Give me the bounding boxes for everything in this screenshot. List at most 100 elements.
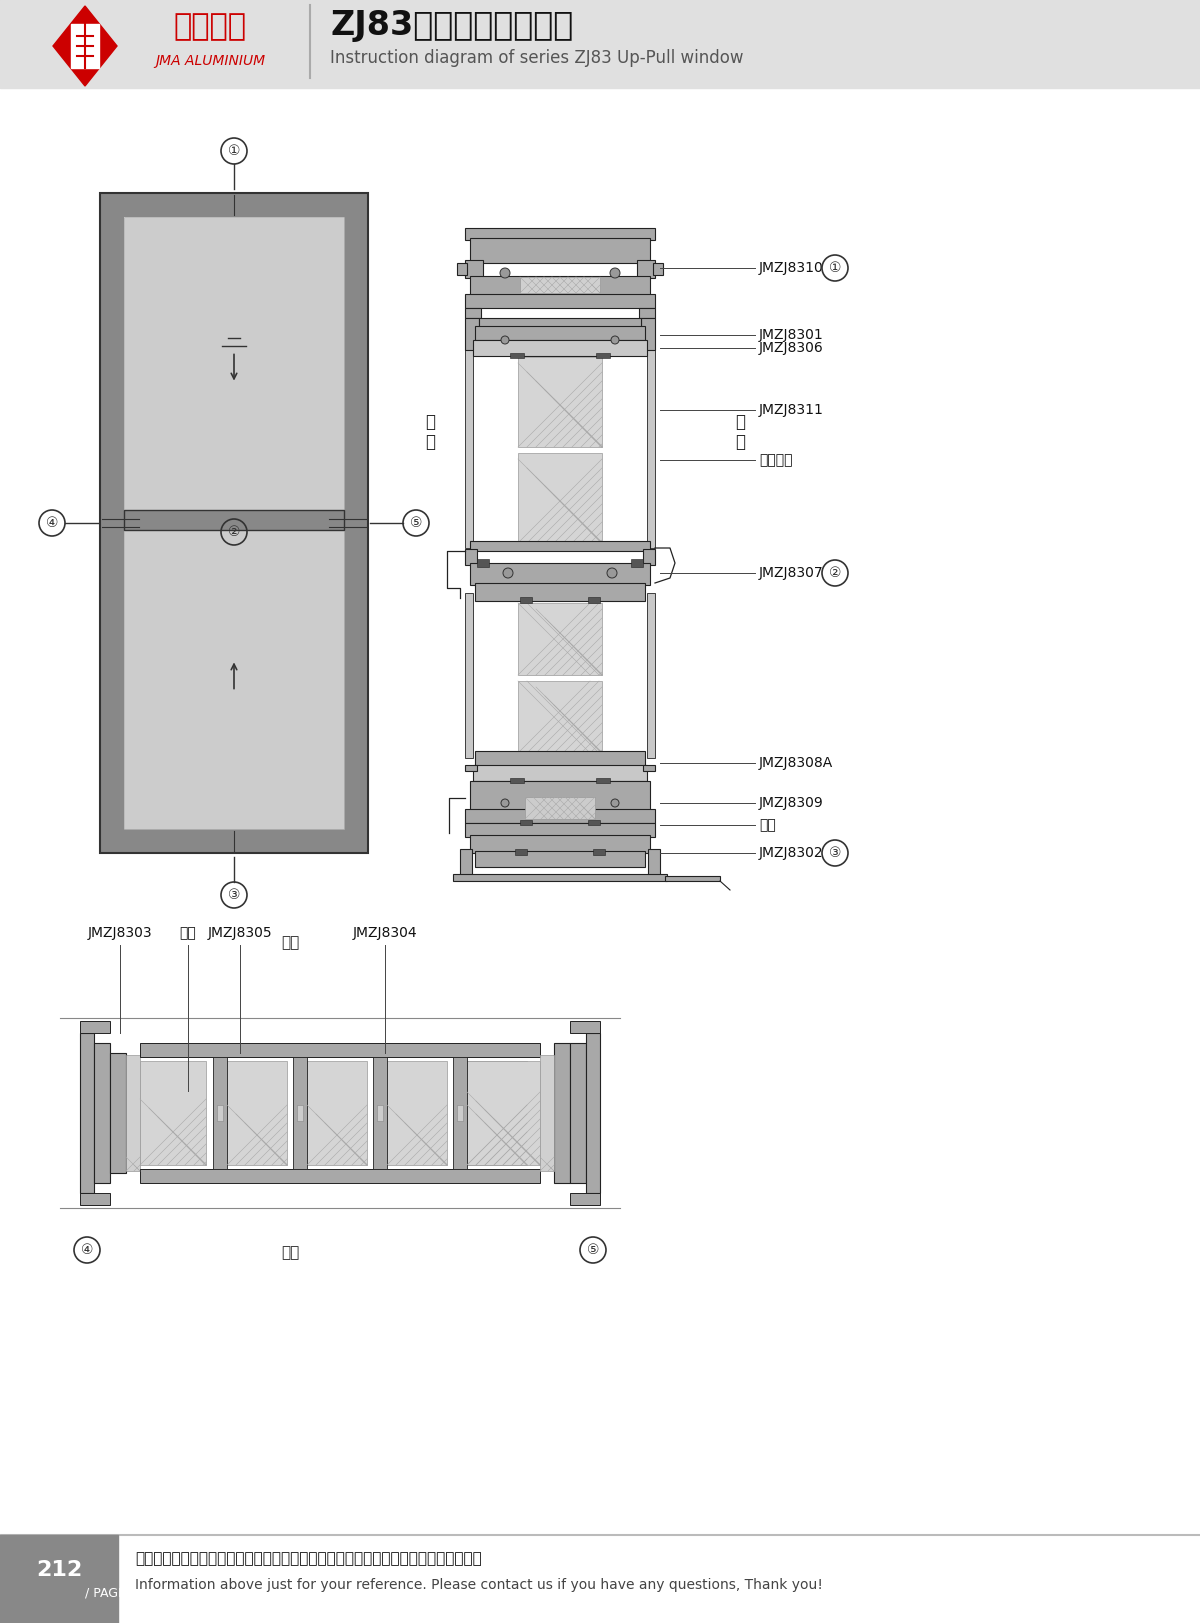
Bar xyxy=(586,1032,600,1193)
Bar xyxy=(0,19,1200,23)
Bar xyxy=(0,67,1200,70)
Text: ①: ① xyxy=(829,261,841,274)
Text: JMZJ8310: JMZJ8310 xyxy=(760,261,823,274)
Text: JMZJ8307: JMZJ8307 xyxy=(760,566,823,579)
Bar xyxy=(0,49,1200,52)
Text: 室
外: 室 外 xyxy=(734,412,745,451)
Bar xyxy=(293,1057,307,1169)
Text: JMZJ8303: JMZJ8303 xyxy=(88,927,152,940)
Bar xyxy=(0,58,1200,62)
Bar xyxy=(665,876,720,881)
Text: JMZJ8309: JMZJ8309 xyxy=(760,795,823,810)
Bar xyxy=(588,597,600,604)
Bar xyxy=(0,16,1200,19)
Bar xyxy=(596,352,610,359)
Bar xyxy=(0,42,1200,45)
Bar xyxy=(467,1061,540,1165)
Bar xyxy=(454,875,667,881)
Text: JMA ALUMINIUM: JMA ALUMINIUM xyxy=(155,54,265,68)
Circle shape xyxy=(503,568,514,578)
Bar xyxy=(479,318,641,328)
Text: Instruction diagram of series ZJ83 Up-Pull window: Instruction diagram of series ZJ83 Up-Pu… xyxy=(330,49,744,67)
Bar xyxy=(0,88,1200,1535)
Bar xyxy=(518,604,602,675)
Bar xyxy=(0,31,1200,34)
Bar xyxy=(478,558,490,566)
Bar xyxy=(518,357,602,446)
Text: ①: ① xyxy=(228,144,240,157)
Bar xyxy=(0,84,1200,88)
Bar xyxy=(460,849,472,876)
Text: 212: 212 xyxy=(36,1560,82,1581)
Bar xyxy=(520,278,600,294)
Bar xyxy=(0,55,1200,58)
Text: JMZJ8305: JMZJ8305 xyxy=(208,927,272,940)
Bar xyxy=(0,83,1200,84)
Bar xyxy=(140,1061,206,1165)
Bar xyxy=(0,23,1200,24)
Bar xyxy=(475,751,646,768)
Bar xyxy=(470,276,650,295)
Text: 室外: 室外 xyxy=(281,1245,299,1261)
Text: ②: ② xyxy=(228,524,240,539)
Bar xyxy=(457,263,467,274)
Bar xyxy=(0,10,1200,13)
Bar xyxy=(466,823,655,837)
Bar xyxy=(0,41,1200,42)
Bar xyxy=(0,1535,1200,1623)
Bar xyxy=(80,1021,110,1032)
Bar xyxy=(140,1169,540,1183)
Text: ③: ③ xyxy=(829,846,841,860)
Bar xyxy=(0,28,1200,31)
Bar xyxy=(520,597,532,604)
Bar xyxy=(515,849,527,855)
Bar xyxy=(466,341,473,549)
Text: 胶盖: 胶盖 xyxy=(180,927,197,940)
Bar xyxy=(100,193,368,854)
Bar xyxy=(0,24,1200,28)
Text: ⑤: ⑤ xyxy=(409,516,422,531)
Bar xyxy=(640,308,655,318)
Bar xyxy=(466,549,478,565)
Bar xyxy=(298,1105,302,1121)
Bar xyxy=(0,63,1200,67)
Bar xyxy=(540,1055,554,1172)
Bar xyxy=(466,294,655,308)
Circle shape xyxy=(502,336,509,344)
Bar xyxy=(475,326,646,339)
Bar xyxy=(637,260,655,278)
Text: JMZJ8306: JMZJ8306 xyxy=(760,341,823,355)
Bar xyxy=(0,3,1200,6)
Bar xyxy=(80,1193,110,1204)
Bar xyxy=(554,1055,568,1172)
Bar xyxy=(631,558,643,566)
Bar xyxy=(0,80,1200,83)
Bar xyxy=(466,592,473,758)
Circle shape xyxy=(502,799,509,807)
Bar xyxy=(0,70,1200,73)
Bar xyxy=(643,549,655,565)
Bar xyxy=(466,260,482,278)
Bar xyxy=(0,2,1200,3)
Bar xyxy=(470,563,650,584)
Bar xyxy=(0,37,1200,41)
Text: ⑤: ⑤ xyxy=(587,1243,599,1256)
Bar xyxy=(647,341,655,549)
Bar xyxy=(377,1105,383,1121)
Bar xyxy=(124,531,344,829)
Bar xyxy=(94,1044,110,1183)
Text: JMZJ8304: JMZJ8304 xyxy=(353,927,418,940)
Text: ③: ③ xyxy=(228,888,240,902)
Circle shape xyxy=(500,268,510,278)
Bar xyxy=(110,1053,126,1173)
Text: JMZJ8302: JMZJ8302 xyxy=(760,846,823,860)
Bar xyxy=(454,1057,467,1169)
Bar xyxy=(71,24,98,68)
Bar xyxy=(588,820,600,824)
Bar xyxy=(467,1061,527,1165)
Bar xyxy=(466,764,478,771)
Bar xyxy=(570,1044,586,1183)
Bar xyxy=(518,453,602,544)
Bar xyxy=(526,797,595,820)
Text: 图中所示型材截面、装配、编号、尺寸及重量仅供参考。如有疑问，请向本公司查询。: 图中所示型材截面、装配、编号、尺寸及重量仅供参考。如有疑问，请向本公司查询。 xyxy=(134,1552,481,1566)
